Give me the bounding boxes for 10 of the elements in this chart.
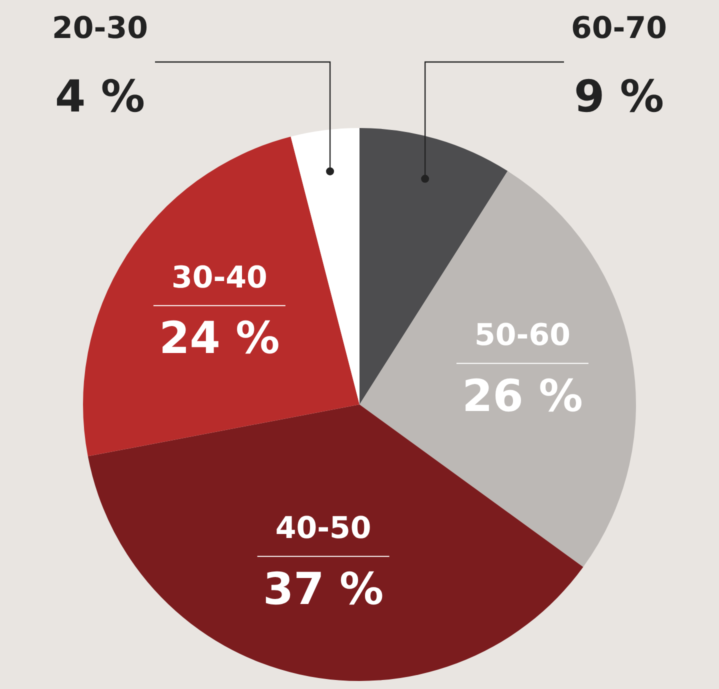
slice-label: 40-50	[275, 511, 372, 546]
slice-label: 60-70	[571, 10, 667, 46]
slice-label: 30-40	[171, 260, 268, 296]
data-label: 26 %	[462, 370, 583, 422]
data-label: 4 %	[54, 71, 146, 122]
slice-label: 20-30	[52, 10, 148, 46]
data-label: 9 %	[574, 71, 664, 122]
slice-label: 50-60	[474, 318, 570, 354]
data-label: 24 %	[159, 313, 280, 364]
data-label: 37 %	[262, 564, 384, 615]
